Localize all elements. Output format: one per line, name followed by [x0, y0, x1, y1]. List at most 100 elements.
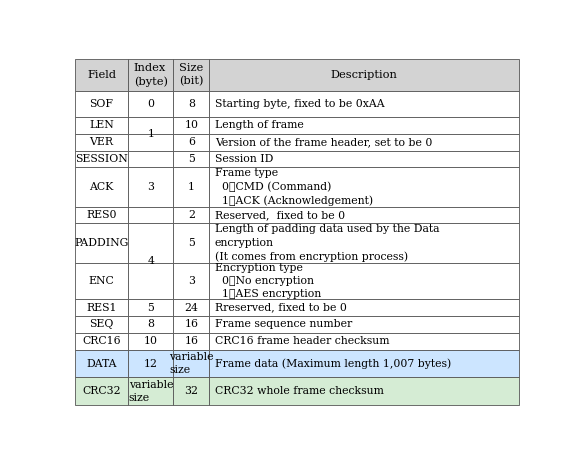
Bar — [129, 378, 173, 405]
Text: LEN: LEN — [89, 120, 114, 130]
Bar — [209, 150, 519, 167]
Bar — [209, 263, 519, 299]
Text: Size
(bit): Size (bit) — [179, 63, 204, 87]
Bar — [75, 134, 129, 150]
Bar — [129, 167, 173, 207]
Bar — [209, 91, 519, 117]
Bar — [173, 224, 209, 263]
Bar — [129, 299, 173, 316]
Text: 12: 12 — [144, 359, 158, 369]
Bar — [209, 350, 519, 378]
Bar — [209, 224, 519, 263]
Text: 8: 8 — [188, 99, 195, 109]
Text: 8: 8 — [148, 319, 155, 330]
Text: 5: 5 — [148, 302, 155, 313]
Text: CRC32 whole frame checksum: CRC32 whole frame checksum — [215, 386, 383, 396]
Text: 5: 5 — [188, 154, 195, 164]
Text: Description: Description — [331, 70, 398, 80]
Bar — [129, 207, 173, 224]
Text: Length of padding data used by the Data
encryption
(It comes from encryption pro: Length of padding data used by the Data … — [215, 225, 439, 262]
Text: Rreserved, fixed to be 0: Rreserved, fixed to be 0 — [215, 302, 346, 313]
Bar — [75, 117, 129, 134]
Bar — [129, 316, 173, 333]
Text: DATA: DATA — [86, 359, 117, 369]
Text: Length of frame: Length of frame — [215, 120, 303, 130]
Text: 6: 6 — [188, 137, 195, 147]
Bar — [75, 316, 129, 333]
Bar — [173, 167, 209, 207]
Text: VER: VER — [90, 137, 113, 147]
Bar — [129, 350, 173, 378]
Text: Field: Field — [87, 70, 116, 80]
Bar — [75, 299, 129, 316]
Bar — [209, 117, 519, 134]
Text: 10: 10 — [184, 120, 198, 130]
Text: 16: 16 — [184, 337, 198, 346]
Bar — [173, 134, 209, 150]
Text: Frame type
  0：CMD (Command)
  1：ACK (Acknowledgement): Frame type 0：CMD (Command) 1：ACK (Acknow… — [215, 168, 373, 206]
Text: PADDING: PADDING — [74, 238, 129, 248]
Text: variable
size: variable size — [129, 379, 173, 403]
Text: 1: 1 — [148, 129, 155, 139]
Bar — [173, 378, 209, 405]
Text: Session ID: Session ID — [215, 154, 273, 164]
Text: 16: 16 — [184, 319, 198, 330]
Text: CRC16: CRC16 — [82, 337, 121, 346]
Bar — [129, 59, 173, 91]
Bar — [75, 91, 129, 117]
Bar — [209, 207, 519, 224]
Text: SEQ: SEQ — [89, 319, 113, 330]
Text: ACK: ACK — [89, 182, 113, 192]
Text: Encryption type
  0：No encryption
  1：AES encryption: Encryption type 0：No encryption 1：AES en… — [215, 263, 321, 299]
Text: Reserved,  fixed to be 0: Reserved, fixed to be 0 — [215, 210, 345, 220]
Text: 5: 5 — [188, 238, 195, 248]
Text: RES0: RES0 — [86, 210, 117, 220]
Bar — [173, 350, 209, 378]
Bar — [75, 59, 129, 91]
Text: RES1: RES1 — [86, 302, 117, 313]
Bar — [75, 150, 129, 167]
Bar — [129, 134, 173, 150]
Text: Frame data (Maximum length 1,007 bytes): Frame data (Maximum length 1,007 bytes) — [215, 358, 451, 369]
Text: Starting byte, fixed to be 0xAA: Starting byte, fixed to be 0xAA — [215, 99, 384, 109]
Text: Version of the frame header, set to be 0: Version of the frame header, set to be 0 — [215, 137, 432, 147]
Bar — [173, 150, 209, 167]
Bar — [209, 134, 519, 150]
Text: SESSION: SESSION — [75, 154, 128, 164]
Bar — [129, 150, 173, 167]
Text: 10: 10 — [144, 337, 158, 346]
Bar — [209, 299, 519, 316]
Bar — [75, 263, 129, 299]
Text: Frame sequence number: Frame sequence number — [215, 319, 352, 330]
Bar — [75, 167, 129, 207]
Text: SOF: SOF — [90, 99, 113, 109]
Bar — [173, 263, 209, 299]
Bar — [173, 207, 209, 224]
Bar — [75, 207, 129, 224]
Bar — [129, 117, 173, 134]
Bar — [209, 333, 519, 350]
Bar — [173, 333, 209, 350]
Text: Index
(byte): Index (byte) — [134, 63, 168, 87]
Bar — [209, 316, 519, 333]
Bar — [129, 333, 173, 350]
Bar — [173, 91, 209, 117]
Text: 3: 3 — [148, 182, 155, 192]
Text: ENC: ENC — [89, 276, 115, 286]
Bar — [173, 117, 209, 134]
Bar — [173, 299, 209, 316]
Bar — [129, 263, 173, 299]
Bar — [75, 350, 129, 378]
Bar — [129, 224, 173, 263]
Text: 0: 0 — [148, 99, 155, 109]
Bar — [173, 316, 209, 333]
Text: 32: 32 — [184, 386, 198, 396]
Bar — [75, 378, 129, 405]
Bar — [173, 59, 209, 91]
Text: CRC16 frame header checksum: CRC16 frame header checksum — [215, 337, 389, 346]
Bar — [129, 91, 173, 117]
Bar — [75, 224, 129, 263]
Text: CRC32: CRC32 — [82, 386, 121, 396]
Bar — [75, 333, 129, 350]
Text: 2: 2 — [188, 210, 195, 220]
